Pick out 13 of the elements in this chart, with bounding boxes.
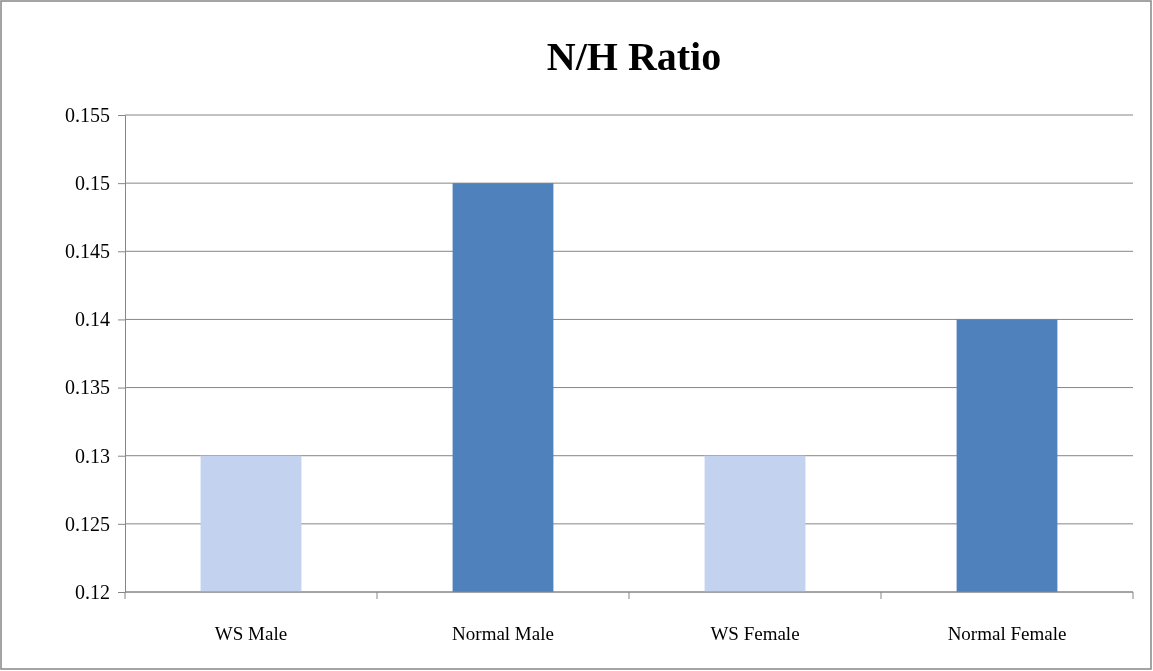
x-tick-label: Normal Male bbox=[452, 623, 554, 644]
y-tick-label: 0.13 bbox=[75, 444, 110, 467]
y-tick-label: 0.145 bbox=[65, 240, 110, 263]
y-tick-label: 0.12 bbox=[75, 580, 110, 603]
x-tick-label: WS Male bbox=[214, 623, 288, 644]
y-tick-label: 0.14 bbox=[75, 308, 110, 331]
y-tick-label: 0.125 bbox=[65, 512, 110, 535]
y-tick-label: 0.15 bbox=[75, 172, 110, 195]
x-tick-label: Normal Female bbox=[947, 623, 1067, 644]
y-tick-label: 0.135 bbox=[65, 376, 110, 399]
y-tick-label: 0.155 bbox=[65, 103, 110, 126]
chart-title: N/H Ratio bbox=[546, 34, 722, 79]
x-tick-label: WS Female bbox=[710, 623, 800, 644]
